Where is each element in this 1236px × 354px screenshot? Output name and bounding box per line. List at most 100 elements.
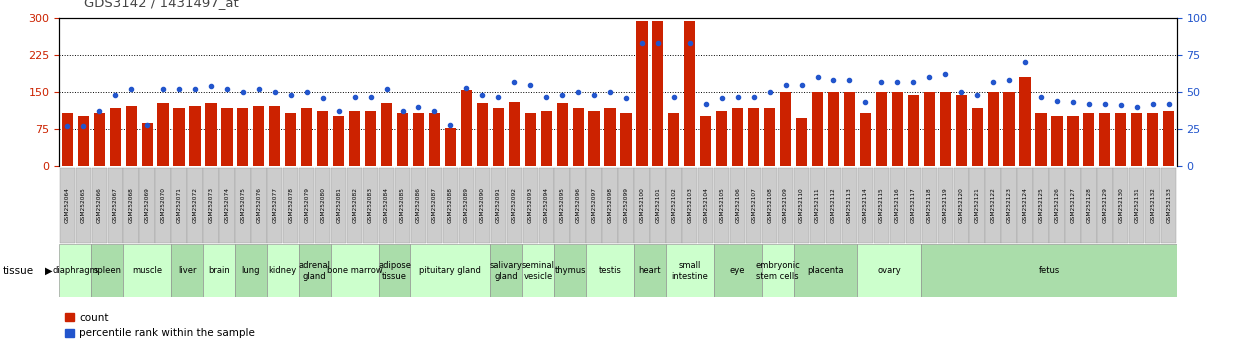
Text: GSM252102: GSM252102 <box>671 187 676 223</box>
Text: GSM252116: GSM252116 <box>895 188 900 223</box>
Text: GSM252121: GSM252121 <box>975 188 980 223</box>
Bar <box>315 168 330 243</box>
Bar <box>188 168 203 243</box>
Text: GSM252117: GSM252117 <box>911 188 916 223</box>
Bar <box>571 168 586 243</box>
Text: GSM252083: GSM252083 <box>368 187 373 223</box>
Bar <box>988 92 999 166</box>
Text: GSM252095: GSM252095 <box>560 187 565 223</box>
Bar <box>1131 113 1142 166</box>
Bar <box>1114 168 1128 243</box>
Text: GSM252079: GSM252079 <box>304 187 309 223</box>
Text: GSM252131: GSM252131 <box>1135 188 1140 223</box>
Bar <box>858 244 921 297</box>
Text: GDS3142 / 1431497_at: GDS3142 / 1431497_at <box>84 0 239 9</box>
Point <box>218 86 237 92</box>
Text: GSM252066: GSM252066 <box>96 188 101 223</box>
Bar <box>969 168 985 243</box>
Bar <box>253 106 265 166</box>
Bar <box>299 244 331 297</box>
Text: GSM252109: GSM252109 <box>784 187 789 223</box>
Text: GSM252097: GSM252097 <box>592 187 597 223</box>
Bar <box>221 108 232 166</box>
Bar <box>714 168 729 243</box>
Text: GSM252123: GSM252123 <box>1006 187 1011 223</box>
Point <box>1031 94 1051 99</box>
Text: GSM252120: GSM252120 <box>959 187 964 223</box>
Point <box>728 94 748 99</box>
Bar <box>826 168 842 243</box>
Bar <box>108 168 122 243</box>
Bar <box>1020 77 1031 166</box>
Text: GSM252127: GSM252127 <box>1070 187 1075 223</box>
Bar <box>524 113 535 166</box>
Bar <box>1098 168 1112 243</box>
Text: lung: lung <box>241 266 260 275</box>
Point <box>185 86 205 92</box>
Text: GSM252122: GSM252122 <box>990 187 996 223</box>
Bar <box>1017 168 1033 243</box>
Point <box>792 82 812 87</box>
Point <box>760 89 780 95</box>
Bar <box>410 244 491 297</box>
Text: liver: liver <box>178 266 197 275</box>
Bar <box>269 106 281 166</box>
Point <box>169 86 189 92</box>
Point <box>839 77 859 83</box>
Bar <box>588 111 599 166</box>
Bar <box>189 106 200 166</box>
Bar <box>1099 113 1110 166</box>
Text: GSM252108: GSM252108 <box>768 187 772 223</box>
Bar <box>302 108 313 166</box>
Text: ovary: ovary <box>878 266 901 275</box>
Bar <box>173 108 184 166</box>
Text: GSM252125: GSM252125 <box>1038 187 1043 223</box>
Point <box>536 94 556 99</box>
Text: GSM252103: GSM252103 <box>687 187 692 223</box>
Bar <box>602 168 618 243</box>
Bar <box>620 113 632 166</box>
Point <box>504 79 524 85</box>
Bar <box>794 168 810 243</box>
Point <box>664 94 684 99</box>
Text: GSM252085: GSM252085 <box>400 187 405 223</box>
Point <box>552 92 572 98</box>
Bar <box>842 168 857 243</box>
Bar <box>318 111 329 166</box>
Point <box>632 40 651 46</box>
Point <box>887 79 907 85</box>
Bar <box>907 95 918 166</box>
Bar <box>203 244 235 297</box>
Bar <box>78 116 89 166</box>
Bar <box>110 108 121 166</box>
Point <box>1063 99 1083 105</box>
Bar <box>1033 168 1048 243</box>
Text: GSM252081: GSM252081 <box>336 187 341 223</box>
Bar <box>906 168 921 243</box>
Text: salivary
gland: salivary gland <box>489 261 523 280</box>
Point <box>904 79 923 85</box>
Point <box>361 94 381 99</box>
Bar <box>586 244 634 297</box>
Text: GSM252069: GSM252069 <box>145 187 150 223</box>
Text: GSM252091: GSM252091 <box>496 187 501 223</box>
Point <box>999 77 1018 83</box>
Text: GSM252082: GSM252082 <box>352 187 357 223</box>
Bar <box>732 108 743 166</box>
Text: GSM252126: GSM252126 <box>1054 188 1059 223</box>
Text: eye: eye <box>730 266 745 275</box>
Point <box>648 40 667 46</box>
Text: embryonic
stem cells: embryonic stem cells <box>755 261 800 280</box>
Bar <box>938 168 953 243</box>
Bar <box>618 168 634 243</box>
Bar <box>59 168 75 243</box>
Text: GSM252104: GSM252104 <box>703 187 708 223</box>
Bar <box>507 168 522 243</box>
Text: GSM252115: GSM252115 <box>879 188 884 223</box>
Bar <box>493 108 504 166</box>
Bar <box>764 108 775 166</box>
Bar <box>971 108 983 166</box>
Bar <box>682 168 697 243</box>
Text: diaphragm: diaphragm <box>52 266 98 275</box>
Bar <box>75 168 91 243</box>
